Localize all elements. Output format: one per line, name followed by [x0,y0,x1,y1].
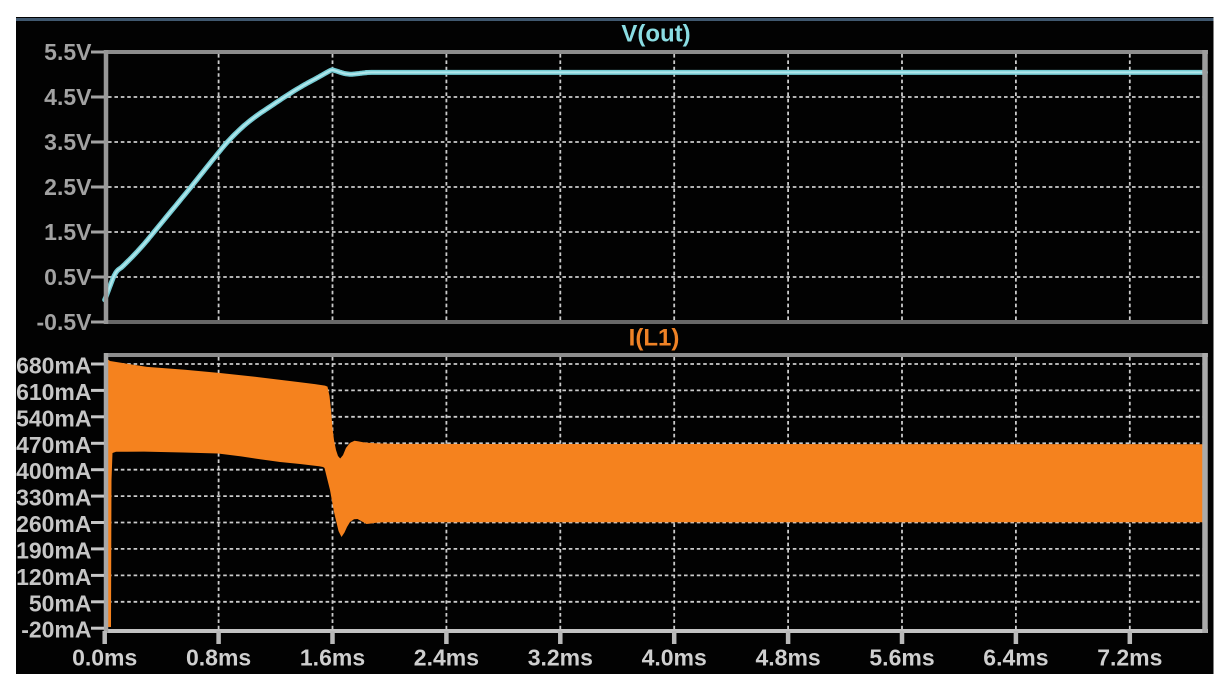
svg-text:3.5V: 3.5V [44,129,92,155]
svg-text:5.6ms: 5.6ms [869,645,934,671]
svg-text:4.5V: 4.5V [44,84,92,110]
svg-text:6.4ms: 6.4ms [983,645,1048,671]
svg-text:4.0ms: 4.0ms [642,645,707,671]
svg-text:120mA: 120mA [16,564,91,590]
svg-text:400mA: 400mA [16,458,91,484]
svg-text:190mA: 190mA [16,537,91,563]
svg-text:610mA: 610mA [16,379,91,405]
svg-text:540mA: 540mA [16,405,91,431]
svg-text:I(L1): I(L1) [629,325,680,352]
svg-text:7.2ms: 7.2ms [1097,645,1162,671]
svg-text:0.8ms: 0.8ms [186,645,251,671]
svg-text:0.5V: 0.5V [44,264,92,290]
svg-text:680mA: 680mA [16,353,91,379]
svg-text:260mA: 260mA [16,511,91,537]
svg-text:1.5V: 1.5V [44,219,92,245]
svg-text:2.4ms: 2.4ms [414,645,479,671]
svg-text:0.0ms: 0.0ms [72,645,137,671]
svg-text:-20mA: -20mA [21,617,91,643]
svg-text:-0.5V: -0.5V [37,309,93,335]
svg-text:V(out): V(out) [621,21,690,48]
svg-text:330mA: 330mA [16,485,91,511]
svg-text:5.5V: 5.5V [44,39,92,65]
svg-text:470mA: 470mA [16,432,91,458]
svg-text:3.2ms: 3.2ms [528,645,593,671]
svg-text:2.5V: 2.5V [44,174,92,200]
svg-text:1.6ms: 1.6ms [300,645,365,671]
svg-text:4.8ms: 4.8ms [755,645,820,671]
svg-text:50mA: 50mA [29,590,92,616]
